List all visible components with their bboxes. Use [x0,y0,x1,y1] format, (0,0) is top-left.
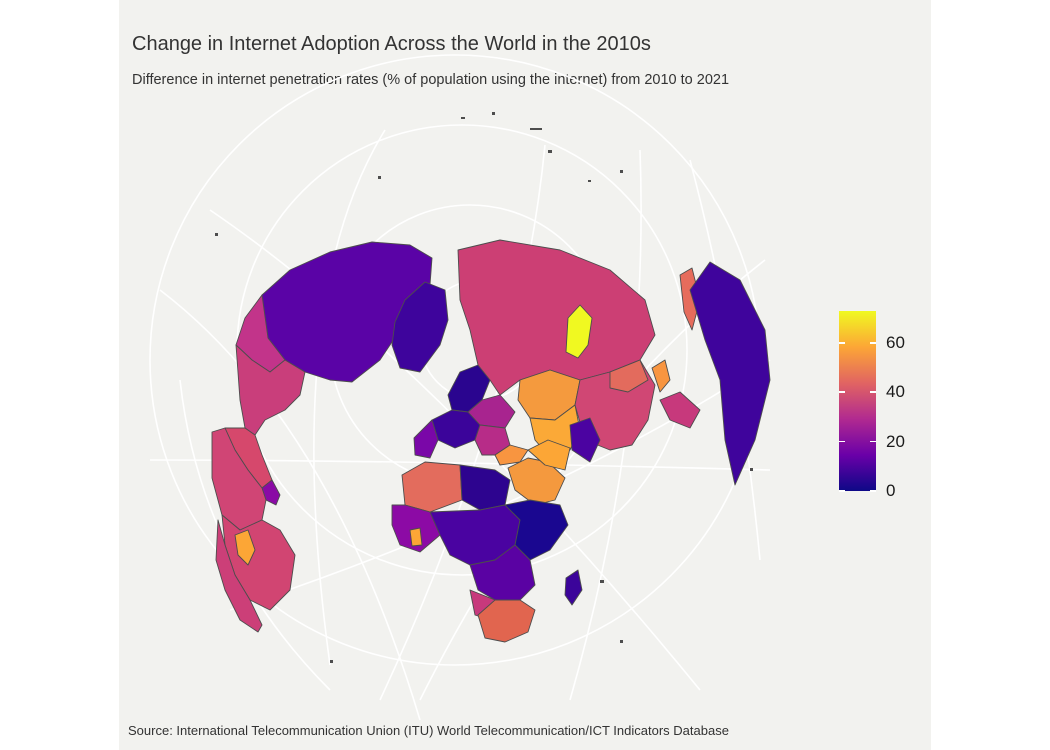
island [548,150,552,153]
map-subtitle: Difference in internet penetration rates… [132,72,730,88]
island [530,128,542,130]
map-title: Change in Internet Adoption Across the W… [132,33,651,55]
region-iran [527,439,571,471]
region-india [569,417,601,463]
region-libya-egypt [459,464,511,511]
legend-tick-label: 40 [886,382,905,402]
legend-tick-label: 60 [886,333,905,353]
island [588,180,591,182]
island [461,117,465,119]
region-south-america-north [211,427,267,531]
region-southeast-asia [659,391,701,429]
region-iberia [413,419,439,459]
graticule-meridian [159,289,421,721]
region-south-africa [477,599,536,643]
region-australia [689,261,771,486]
island [600,580,604,583]
island [620,640,623,643]
region-usa [235,344,306,436]
region-east-africa [504,499,569,561]
region-bolivia [234,529,256,566]
island [750,468,753,471]
color-legend: 0 20 40 60 [839,311,919,500]
source-caption: Source: International Telecommunication … [128,723,729,738]
region-russia-yellow [565,304,593,359]
island [215,233,218,236]
legend-tick-label: 0 [886,481,896,500]
region-madagascar [564,569,583,606]
graticule-meridian [313,129,386,666]
legend-colorbar [839,311,876,491]
region-north-africa [401,461,463,513]
island [330,660,333,663]
region-mongolia [609,359,649,393]
region-turkey [494,444,529,466]
island [492,112,495,115]
island-specks [215,112,753,663]
graticule-meridian [209,209,701,691]
island [620,170,623,173]
region-argentina-chile [215,519,263,633]
region-arabia [507,457,566,506]
region-ghana [409,527,423,547]
island [378,176,381,179]
region-korea-japan [651,359,671,393]
legend-tick-label: 20 [886,431,905,451]
region-angola-zambia [469,544,536,601]
region-greenland [391,281,449,373]
